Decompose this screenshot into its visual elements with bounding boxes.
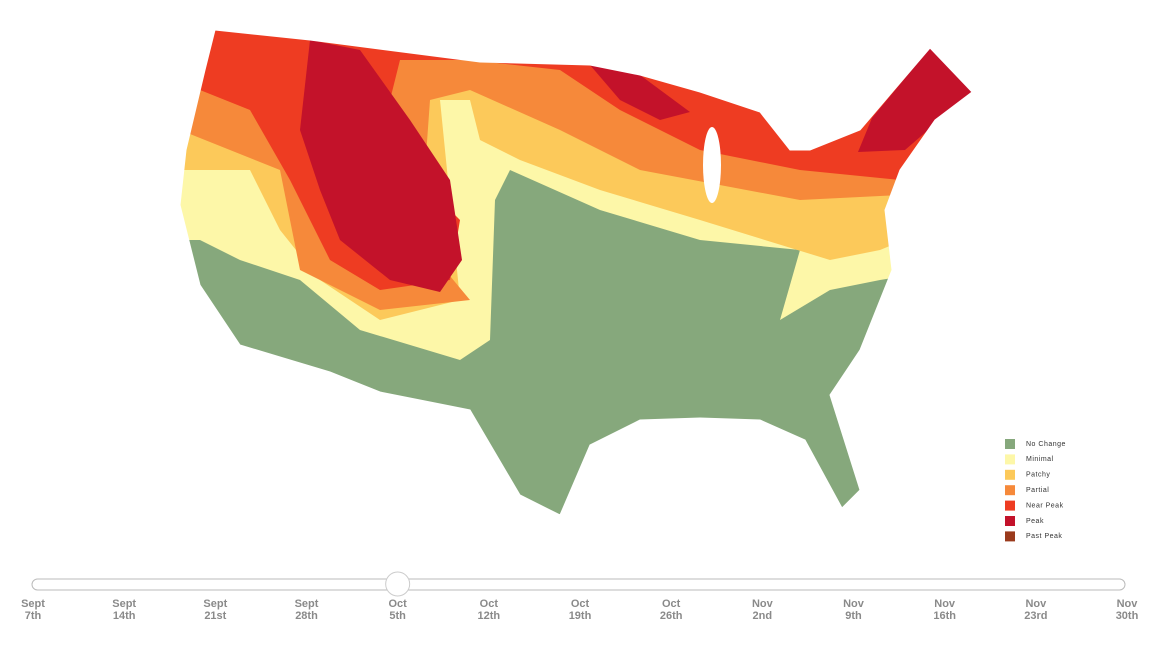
slider-day[interactable]: 21st xyxy=(204,610,226,622)
foliage-map xyxy=(180,30,972,515)
legend-swatch xyxy=(1005,485,1015,496)
slider-month[interactable]: Nov xyxy=(752,598,774,610)
zone-peak xyxy=(590,65,690,120)
slider-month[interactable]: Oct xyxy=(388,598,407,610)
legend-label: Partial xyxy=(1026,487,1049,494)
slider-day[interactable]: 12th xyxy=(478,610,501,622)
slider-day[interactable]: 26th xyxy=(660,610,683,622)
legend: No Change Minimal Patchy Partial Near Peak Pe… xyxy=(1005,439,1066,542)
legend-swatch xyxy=(1005,516,1015,526)
slider-month[interactable]: Nov xyxy=(1025,598,1047,610)
slider-day[interactable]: 7th xyxy=(25,610,42,622)
country-outline xyxy=(179,29,973,516)
slider-day[interactable]: 5th xyxy=(389,610,406,622)
legend-swatch xyxy=(1005,500,1015,511)
legend-label: Past Peak xyxy=(1026,533,1062,540)
slider-month[interactable]: Nov xyxy=(1117,598,1139,610)
legend-label: Patchy xyxy=(1026,472,1050,479)
slider-day[interactable]: 30th xyxy=(1116,610,1139,622)
slider-track[interactable] xyxy=(31,578,1126,591)
lake xyxy=(703,127,721,203)
legend-swatch xyxy=(1005,439,1015,449)
zone-peak xyxy=(300,40,462,292)
legend-swatch xyxy=(1005,469,1015,480)
slider-day[interactable]: 16th xyxy=(933,610,956,622)
slider-month[interactable]: Sept xyxy=(295,598,319,610)
slider-month[interactable]: Oct xyxy=(480,598,499,610)
slider-day[interactable]: 2nd xyxy=(753,610,773,622)
slider-month[interactable]: Sept xyxy=(112,598,136,610)
slider-day[interactable]: 19th xyxy=(569,610,592,622)
legend-label: Peak xyxy=(1026,518,1044,525)
legend-label: Minimal xyxy=(1026,456,1054,463)
slider-month[interactable]: Sept xyxy=(203,598,227,610)
slider-month[interactable]: Oct xyxy=(662,598,681,610)
zone-peak xyxy=(858,48,972,152)
slider-day[interactable]: 28th xyxy=(295,610,318,622)
legend-swatch xyxy=(1005,531,1015,542)
slider-month[interactable]: Sept xyxy=(21,598,45,610)
slider-day[interactable]: 14th xyxy=(113,610,136,622)
slider-month[interactable]: Oct xyxy=(571,598,590,610)
slider[interactable]: Sept7thSept14thSept21stSept28thOct5thOct… xyxy=(21,571,1139,622)
slider-handle[interactable] xyxy=(385,571,411,597)
legend-label: Near Peak xyxy=(1026,502,1064,509)
slider-month[interactable]: Nov xyxy=(934,598,956,610)
slider-month[interactable]: Nov xyxy=(843,598,865,610)
slider-day[interactable]: 9th xyxy=(845,610,862,622)
legend-swatch xyxy=(1005,454,1015,465)
legend-label: No Change xyxy=(1026,441,1066,448)
slider-day[interactable]: 23rd xyxy=(1024,610,1047,622)
